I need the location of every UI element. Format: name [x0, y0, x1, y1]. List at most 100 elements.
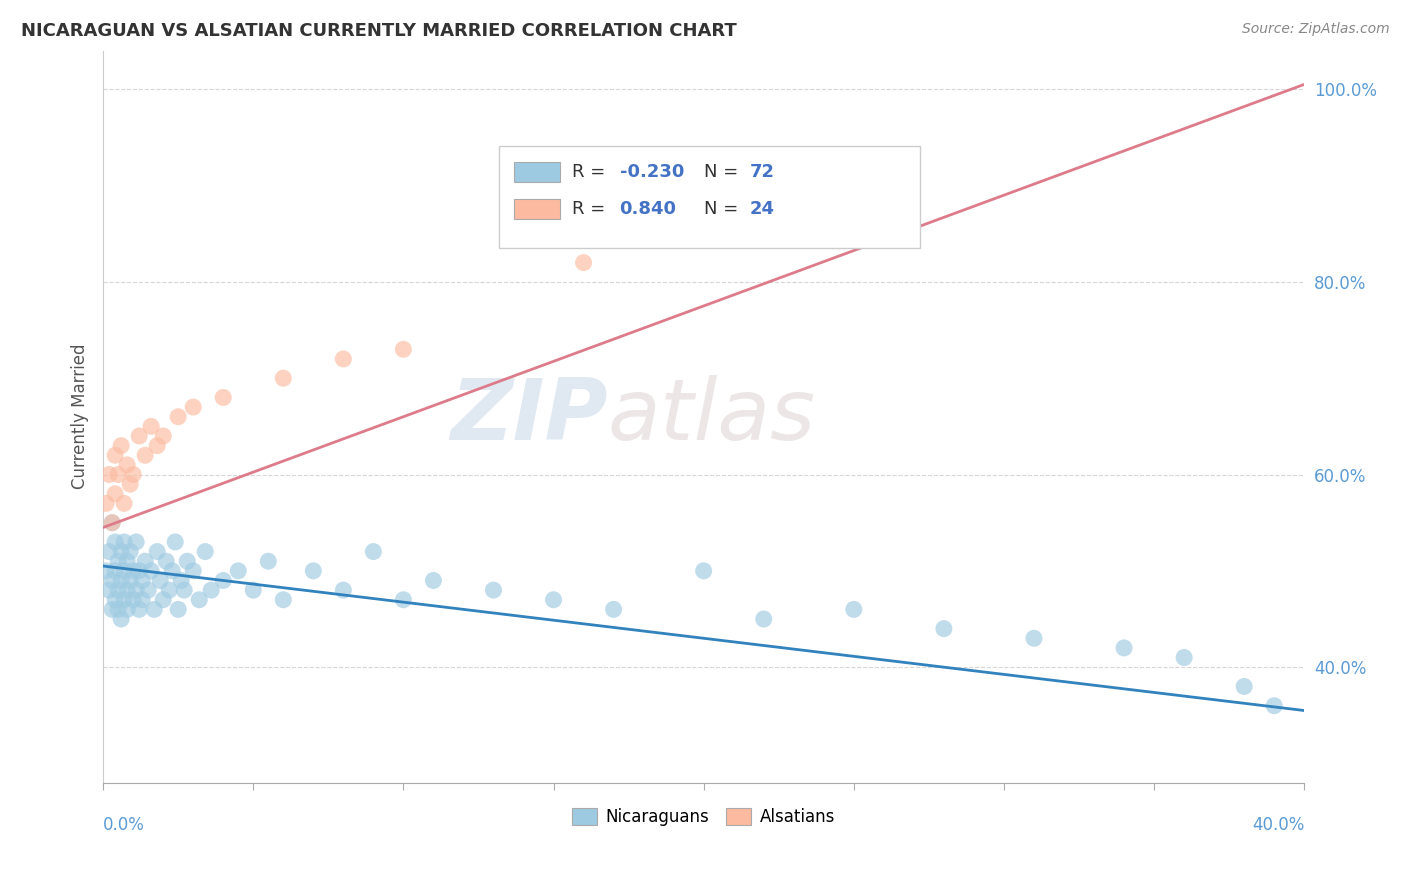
Point: [1112, 640, 1135, 655]
Point: [173, 583, 195, 598]
Point: [115, 602, 138, 616]
Point: [167, 602, 190, 616]
Point: [160, 564, 183, 578]
Point: [692, 564, 714, 578]
Point: [602, 602, 624, 616]
Point: [392, 343, 415, 357]
Point: [152, 592, 174, 607]
Text: 0.840: 0.840: [620, 200, 676, 218]
Point: [167, 409, 190, 424]
Point: [104, 592, 127, 607]
Point: [98, 467, 121, 482]
Point: [155, 554, 177, 568]
Point: [110, 612, 132, 626]
Point: [101, 574, 124, 588]
Point: [146, 439, 169, 453]
Text: R =: R =: [572, 163, 610, 181]
Y-axis label: Currently Married: Currently Married: [72, 344, 89, 490]
Point: [257, 554, 280, 568]
Text: 0.0%: 0.0%: [103, 816, 145, 835]
Text: R =: R =: [572, 200, 610, 218]
Point: [157, 583, 180, 598]
Point: [128, 429, 150, 443]
Point: [141, 419, 163, 434]
Point: [110, 574, 132, 588]
Text: atlas: atlas: [607, 376, 815, 458]
Point: [122, 564, 145, 578]
Point: [176, 554, 198, 568]
FancyBboxPatch shape: [515, 199, 560, 219]
Text: N =: N =: [703, 200, 744, 218]
Point: [122, 592, 145, 607]
Point: [1022, 632, 1045, 646]
Point: [1233, 680, 1256, 694]
Point: [242, 583, 264, 598]
Point: [120, 544, 142, 558]
Point: [94, 496, 117, 510]
Point: [134, 448, 156, 462]
Point: [128, 602, 150, 616]
Point: [110, 439, 132, 453]
Point: [165, 535, 187, 549]
Point: [181, 400, 204, 414]
Point: [98, 544, 121, 558]
Text: 40.0%: 40.0%: [1251, 816, 1305, 835]
Point: [131, 574, 153, 588]
Point: [125, 583, 148, 598]
Point: [226, 564, 249, 578]
Point: [143, 602, 166, 616]
Point: [112, 592, 135, 607]
Text: 72: 72: [749, 163, 775, 181]
Point: [141, 564, 163, 578]
Point: [115, 458, 138, 472]
Point: [125, 535, 148, 549]
Point: [104, 448, 127, 462]
Text: N =: N =: [703, 163, 744, 181]
Point: [752, 169, 775, 183]
Point: [188, 592, 211, 607]
Text: NICARAGUAN VS ALSATIAN CURRENTLY MARRIED CORRELATION CHART: NICARAGUAN VS ALSATIAN CURRENTLY MARRIED…: [21, 22, 737, 40]
Point: [181, 564, 204, 578]
Text: Source: ZipAtlas.com: Source: ZipAtlas.com: [1241, 22, 1389, 37]
Point: [128, 564, 150, 578]
Point: [149, 574, 172, 588]
Point: [120, 477, 142, 491]
Point: [94, 564, 117, 578]
Point: [422, 574, 444, 588]
Text: ZIP: ZIP: [450, 376, 607, 458]
Point: [1263, 698, 1285, 713]
Point: [110, 544, 132, 558]
Point: [543, 592, 565, 607]
Point: [302, 564, 325, 578]
Point: [122, 467, 145, 482]
FancyBboxPatch shape: [499, 146, 920, 248]
FancyBboxPatch shape: [515, 162, 560, 183]
Point: [146, 544, 169, 558]
Point: [134, 554, 156, 568]
Point: [363, 544, 385, 558]
Point: [572, 255, 595, 269]
Point: [1173, 650, 1195, 665]
Point: [392, 592, 415, 607]
Point: [101, 516, 124, 530]
Point: [271, 371, 294, 385]
Point: [112, 535, 135, 549]
Point: [482, 583, 505, 598]
Point: [104, 535, 127, 549]
Text: 24: 24: [749, 200, 775, 218]
Point: [120, 574, 142, 588]
Point: [115, 554, 138, 568]
Point: [98, 583, 121, 598]
Point: [112, 496, 135, 510]
Point: [932, 622, 955, 636]
Point: [842, 602, 865, 616]
Point: [194, 544, 217, 558]
Point: [131, 592, 153, 607]
Point: [101, 602, 124, 616]
Point: [107, 554, 129, 568]
Point: [104, 564, 127, 578]
Point: [152, 429, 174, 443]
Point: [271, 592, 294, 607]
Legend: Nicaraguans, Alsatians: Nicaraguans, Alsatians: [565, 802, 842, 833]
Point: [112, 564, 135, 578]
